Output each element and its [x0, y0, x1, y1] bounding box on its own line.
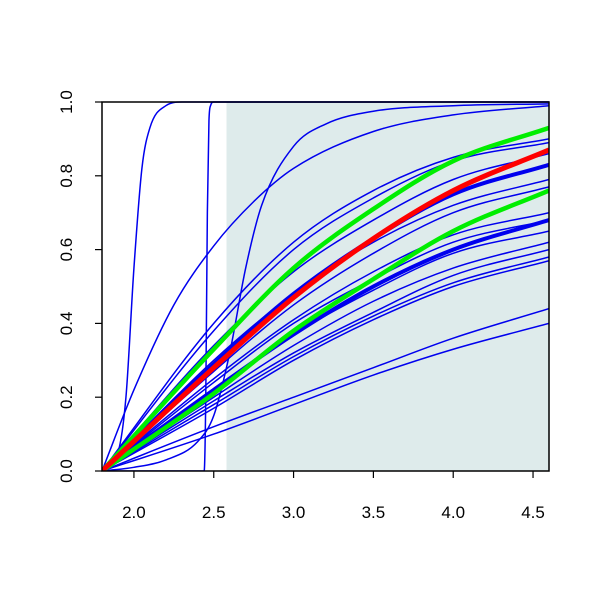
- blue-series-line-17: [102, 307, 549, 471]
- red-series-line-23: [102, 147, 549, 471]
- y-tick-label: 0.2: [57, 385, 76, 409]
- blue-series-line-10: [102, 211, 549, 471]
- blue-series-line-5: [102, 138, 549, 471]
- x-tick-label: 4.5: [521, 503, 545, 522]
- blue-series-line-16: [102, 259, 549, 471]
- x-tick-label: 3.0: [282, 503, 306, 522]
- plot-frame: [101, 101, 550, 472]
- blue-series-line-18: [102, 322, 549, 471]
- blue-series-line-11: [102, 219, 549, 471]
- y-tick-label: 0.4: [57, 312, 76, 336]
- y-axis: 0.0 0.2 0.4 0.6 0.8 1.0: [57, 90, 102, 483]
- x-axis: 2.0 2.5 3.0 3.5 4.0 4.5: [122, 471, 545, 522]
- x-tick-label: 2.0: [122, 503, 146, 522]
- x-tick-label: 2.5: [202, 503, 226, 522]
- blue-series-line-4: [102, 104, 549, 471]
- blue-series-line-14: [102, 248, 549, 471]
- y-tick-label: 0.8: [57, 164, 76, 188]
- blue-series-line-20: [102, 218, 549, 471]
- x-tick-label: 4.0: [441, 503, 465, 522]
- green-series-line-22: [102, 188, 549, 471]
- y-tick-label: 1.0: [57, 90, 76, 114]
- x-tick-label: 3.5: [362, 503, 386, 522]
- series-group: [102, 101, 549, 471]
- green-series-line-21: [102, 125, 549, 471]
- blue-series-line-7: [102, 152, 549, 471]
- y-tick-label: 0.6: [57, 238, 76, 262]
- y-tick-label: 0.0: [57, 459, 76, 483]
- blue-series-line-15: [102, 256, 549, 471]
- blue-series-line-3: [102, 103, 549, 471]
